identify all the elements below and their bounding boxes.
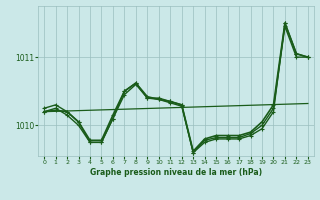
X-axis label: Graphe pression niveau de la mer (hPa): Graphe pression niveau de la mer (hPa) xyxy=(90,168,262,177)
